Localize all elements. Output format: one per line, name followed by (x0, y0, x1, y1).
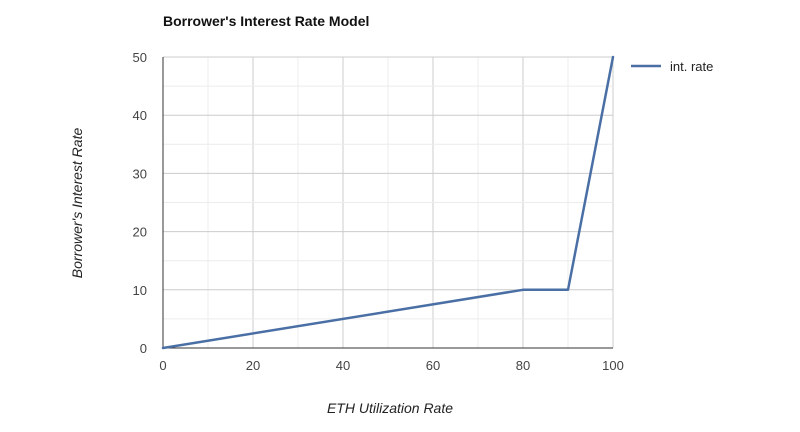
axes (162, 57, 613, 349)
y-tick-label: 0 (140, 341, 147, 356)
x-tick-label: 40 (336, 358, 350, 373)
x-tick-label: 100 (602, 358, 624, 373)
legend: int. rate (631, 59, 713, 74)
x-tick-label: 0 (159, 358, 166, 373)
legend-label: int. rate (670, 59, 713, 74)
x-tick-label: 20 (246, 358, 260, 373)
y-tick-label: 30 (133, 166, 147, 181)
series-line (161, 55, 615, 350)
chart-title: Borrower's Interest Rate Model (163, 13, 369, 29)
y-tick-label: 40 (133, 108, 147, 123)
y-axis-title: Borrower's Interest Rate (69, 128, 85, 279)
x-axis-title: ETH Utilization Rate (327, 400, 453, 416)
gridlines (162, 56, 614, 349)
y-tick-label: 20 (133, 225, 147, 240)
tick-labels: 0 20 40 60 80 100 0 10 20 30 40 50 (133, 50, 624, 373)
x-tick-label: 60 (426, 358, 440, 373)
y-tick-label: 10 (133, 283, 147, 298)
y-tick-label: 50 (133, 50, 147, 65)
x-tick-label: 80 (516, 358, 530, 373)
series-lines (161, 55, 615, 350)
